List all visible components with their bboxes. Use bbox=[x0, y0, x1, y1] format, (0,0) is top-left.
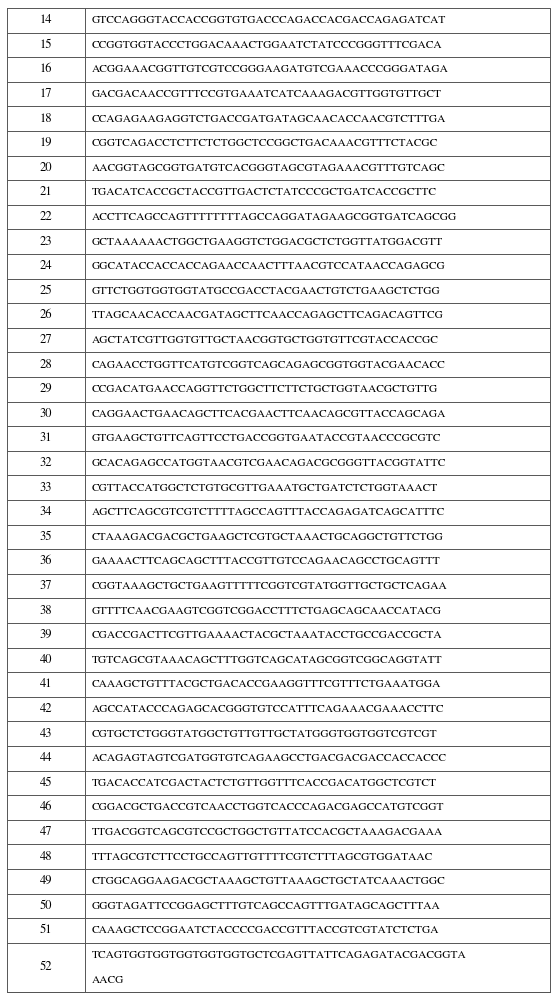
Text: CTAAAGACGACGCTGAAGCTCGTGCTAAACTGCAGGCTGTTCTGG: CTAAAGACGACGCTGAAGCTCGTGCTAAACTGCAGGCTGT… bbox=[92, 532, 444, 542]
Text: 45: 45 bbox=[40, 777, 52, 789]
Text: 46: 46 bbox=[40, 802, 52, 813]
Text: GTGAAGCTGTTCAGTTCCTGACCGGTGAATACCGTAACCCGCGTC: GTGAAGCTGTTCAGTTCCTGACCGGTGAATACCGTAACCC… bbox=[92, 434, 442, 443]
Text: AACG: AACG bbox=[92, 975, 125, 985]
Text: CTGGCAGGAAGACGCTAAAGCTGTTAAAGCTGCTATCAAACTGGC: CTGGCAGGAAGACGCTAAAGCTGTTAAAGCTGCTATCAAA… bbox=[92, 876, 446, 886]
Text: 32: 32 bbox=[40, 457, 52, 469]
Text: 52: 52 bbox=[40, 962, 52, 973]
Text: TGTCAGCGTAAACAGCTTTGGTCAGCATAGCGGTCGGCAGGTATT: TGTCAGCGTAAACAGCTTTGGTCAGCATAGCGGTCGGCAG… bbox=[92, 655, 443, 665]
Text: 17: 17 bbox=[40, 88, 52, 100]
Text: AGCTATCGTTGGTGTTGCTAACGGTGCTGGTGTTCGTACCACCGC: AGCTATCGTTGGTGTTGCTAACGGTGCTGGTGTTCGTACC… bbox=[92, 335, 439, 345]
Text: 21: 21 bbox=[40, 187, 52, 198]
Text: GACGACAACCGTTTCCGTGAAATCATCAAAGACGTTGGTGTTGCT: GACGACAACCGTTTCCGTGAAATCATCAAAGACGTTGGTG… bbox=[92, 89, 442, 99]
Text: 37: 37 bbox=[40, 580, 52, 592]
Text: CGTTACCATGGCTCTGTGCGTTGAAATGCTGATCTCTGGTAAACT: CGTTACCATGGCTCTGTGCGTTGAAATGCTGATCTCTGGT… bbox=[92, 483, 438, 493]
Text: 39: 39 bbox=[40, 629, 52, 641]
Text: GTCCAGGGTACCACCGGTGTGACCCAGACCACGACCAGAGATCAT: GTCCAGGGTACCACCGGTGTGACCCAGACCACGACCAGAG… bbox=[92, 15, 447, 25]
Text: AACGGTAGCGGTGATGTCACGGGTAGCGTAGAAACGTTTGTCAGC: AACGGTAGCGGTGATGTCACGGGTAGCGTAGAAACGTTTG… bbox=[92, 163, 446, 173]
Text: 43: 43 bbox=[40, 728, 52, 740]
Text: 23: 23 bbox=[40, 236, 52, 248]
Text: 42: 42 bbox=[40, 703, 52, 715]
Text: 25: 25 bbox=[40, 285, 52, 297]
Text: 48: 48 bbox=[40, 851, 52, 863]
Text: AGCCATACCCAGAGCACGGGTGTCCATTTCAGAAACGAAACCTTC: AGCCATACCCAGAGCACGGGTGTCCATTTCAGAAACGAAA… bbox=[92, 704, 444, 714]
Text: GAAAACTTCAGCAGCTTTACCGTTGTCCAGAACAGCCTGCAGTTT: GAAAACTTCAGCAGCTTTACCGTTGTCCAGAACAGCCTGC… bbox=[92, 557, 441, 566]
Text: CGGACGCTGACCGTCAACCTGGTCACCCAGACGAGCCATGTCGGT: CGGACGCTGACCGTCAACCTGGTCACCCAGACGAGCCATG… bbox=[92, 803, 444, 812]
Text: 41: 41 bbox=[40, 679, 52, 690]
Text: GGCATACCACCACCAGAACCAACTTTAACGTCCATAACCAGAGCG: GGCATACCACCACCAGAACCAACTTTAACGTCCATAACCA… bbox=[92, 261, 446, 271]
Text: CGACCGACTTCGTTGAAAACTACGCTAAATACCTGCCGACCGCTA: CGACCGACTTCGTTGAAAACTACGCTAAATACCTGCCGAC… bbox=[92, 630, 443, 640]
Text: TTGACGGTCAGCGTCCGCTGGCTGTTATCCACGCTAAAGACGAAA: TTGACGGTCAGCGTCCGCTGGCTGTTATCCACGCTAAAGA… bbox=[92, 827, 443, 837]
Text: 31: 31 bbox=[40, 433, 52, 444]
Text: TCAGTGGTGGTGGTGGTGGTGCTCGAGTTATTCAGAGATACGACGGTA: TCAGTGGTGGTGGTGGTGGTGCTCGAGTTATTCAGAGATA… bbox=[92, 950, 467, 960]
Text: 34: 34 bbox=[40, 506, 52, 518]
Text: 33: 33 bbox=[40, 482, 52, 494]
Text: 22: 22 bbox=[40, 211, 53, 223]
Text: TTAGCAACACCAACGATAGCTTCAACCAGAGCTTCAGACAGTTCG: TTAGCAACACCAACGATAGCTTCAACCAGAGCTTCAGACA… bbox=[92, 311, 444, 320]
Text: 14: 14 bbox=[40, 14, 52, 26]
Text: GTTCTGGTGGTGGTATGCCGACCTACGAACTGTCTGAAGCTCTGG: GTTCTGGTGGTGGTATGCCGACCTACGAACTGTCTGAAGC… bbox=[92, 286, 441, 296]
Text: CAGGAACTGAACAGCTTCACGAACTTCAACAGCGTTACCAGCAGA: CAGGAACTGAACAGCTTCACGAACTTCAACAGCGTTACCA… bbox=[92, 409, 447, 419]
Text: CAAAGCTCCGGAATCTACCCCGACCGTTTACCGTCGTATCTCTGA: CAAAGCTCCGGAATCTACCCCGACCGTTTACCGTCGTATC… bbox=[92, 926, 439, 935]
Text: 40: 40 bbox=[40, 654, 52, 666]
Text: ACAGAGTAGTCGATGGTGTCAGAAGCCTGACGACGACCACCACCC: ACAGAGTAGTCGATGGTGTCAGAAGCCTGACGACGACCAC… bbox=[92, 753, 447, 763]
Text: 38: 38 bbox=[40, 605, 52, 617]
Text: 15: 15 bbox=[40, 39, 52, 51]
Text: CAGAACCTGGTTCATGTCGGTCAGCAGAGCGGTGGTACGAACACC: CAGAACCTGGTTCATGTCGGTCAGCAGAGCGGTGGTACGA… bbox=[92, 360, 446, 370]
Text: 20: 20 bbox=[40, 162, 52, 174]
Text: 16: 16 bbox=[40, 64, 52, 75]
Text: GCACAGAGCCATGGTAACGTCGAACAGACGCGGGTTACGGTATTC: GCACAGAGCCATGGTAACGTCGAACAGACGCGGGTTACGG… bbox=[92, 458, 447, 468]
Text: GCTAAAAAACTGGCTGAAGGTCTGGACGCTCTGGTTATGGACGTT: GCTAAAAAACTGGCTGAAGGTCTGGACGCTCTGGTTATGG… bbox=[92, 237, 443, 247]
Text: 49: 49 bbox=[40, 875, 52, 887]
Text: TGACACCATCGACTACTCTGTTGGTTTCACCGACATGGCTCGTCT: TGACACCATCGACTACTCTGTTGGTTTCACCGACATGGCT… bbox=[92, 778, 437, 788]
Text: 35: 35 bbox=[40, 531, 52, 543]
Text: AGCTTCAGCGTCGTCTTTTAGCCAGTTTACCAGAGATCAGCATTTC: AGCTTCAGCGTCGTCTTTTAGCCAGTTTACCAGAGATCAG… bbox=[92, 507, 445, 517]
Text: CGGTAAAGCTGCTGAAGTTTTTCGGTCGTATGGTTGCTGCTCAGAA: CGGTAAAGCTGCTGAAGTTTTTCGGTCGTATGGTTGCTGC… bbox=[92, 581, 448, 591]
Text: CGGTCAGACCTCTTCTCTGGCTCCGGCTGACAAACGTTTCTACGC: CGGTCAGACCTCTTCTCTGGCTCCGGCTGACAAACGTTTC… bbox=[92, 138, 438, 148]
Text: 50: 50 bbox=[40, 900, 52, 912]
Text: ACGGAAACGGTTGTCGTCCGGGAAGATGTCGAAACCCGGGATAGA: ACGGAAACGGTTGTCGTCCGGGAAGATGTCGAAACCCGGG… bbox=[92, 65, 449, 74]
Text: CAAAGCTGTTTACGCTGACACCGAAGGTTTCGTTTCTGAAATGGA: CAAAGCTGTTTACGCTGACACCGAAGGTTTCGTTTCTGAA… bbox=[92, 680, 442, 689]
Text: TTTAGCGTCTTCCTGCCAGTTGTTTTCGTCTTTAGCGTGGATAAC: TTTAGCGTCTTCCTGCCAGTTGTTTTCGTCTTTAGCGTGG… bbox=[92, 852, 433, 862]
Text: CCGACATGAACCAGGTTCTGGCTTCTTCTGCTGGTAACGCTGTTG: CCGACATGAACCAGGTTCTGGCTTCTTCTGCTGGTAACGC… bbox=[92, 384, 438, 394]
Text: 36: 36 bbox=[40, 556, 52, 567]
Text: 47: 47 bbox=[40, 826, 52, 838]
Text: 26: 26 bbox=[40, 310, 52, 321]
Text: CCAGAGAAGAGGTCTGACCGATGATAGCAACACCAACGTCTTTGA: CCAGAGAAGAGGTCTGACCGATGATAGCAACACCAACGTC… bbox=[92, 114, 447, 124]
Text: CGTGCTCTGGGTATGGCTGTTGTTGCTATGGGTGGTGGTCGTCGT: CGTGCTCTGGGTATGGCTGTTGTTGCTATGGGTGGTGGTC… bbox=[92, 729, 438, 739]
Text: 51: 51 bbox=[40, 925, 52, 936]
Text: TGACATCACCGCTACCGTTGACTCTATCCCGCTGATCACCGCTTC: TGACATCACCGCTACCGTTGACTCTATCCCGCTGATCACC… bbox=[92, 188, 437, 197]
Text: 30: 30 bbox=[40, 408, 52, 420]
Text: 29: 29 bbox=[40, 383, 52, 395]
Text: 27: 27 bbox=[40, 334, 52, 346]
Text: CCGGTGGTACCCTGGACAAACTGGAATCTATCCCGGGTTTCGACA: CCGGTGGTACCCTGGACAAACTGGAATCTATCCCGGGTTT… bbox=[92, 40, 443, 50]
Text: ACCTTCAGCCAGTTTTTTTTAGCCAGGATAGAAGCGGTGATCAGCGG: ACCTTCAGCCAGTTTTTTTTAGCCAGGATAGAAGCGGTGA… bbox=[92, 212, 457, 222]
Text: 44: 44 bbox=[40, 752, 52, 764]
Text: 28: 28 bbox=[40, 359, 53, 371]
Text: GGGTAGATTCCGGAGCTTTGTCAGCCAGTTTGATAGCAGCTTTAA: GGGTAGATTCCGGAGCTTTGTCAGCCAGTTTGATAGCAGC… bbox=[92, 901, 441, 911]
Text: 18: 18 bbox=[40, 113, 52, 125]
Text: 24: 24 bbox=[40, 260, 52, 272]
Text: GTTTTCAACGAAGTCGGTCGGACCTTTCTGAGCAGCAACCATACG: GTTTTCAACGAAGTCGGTCGGACCTTTCTGAGCAGCAACC… bbox=[92, 606, 442, 616]
Text: 19: 19 bbox=[40, 137, 52, 149]
